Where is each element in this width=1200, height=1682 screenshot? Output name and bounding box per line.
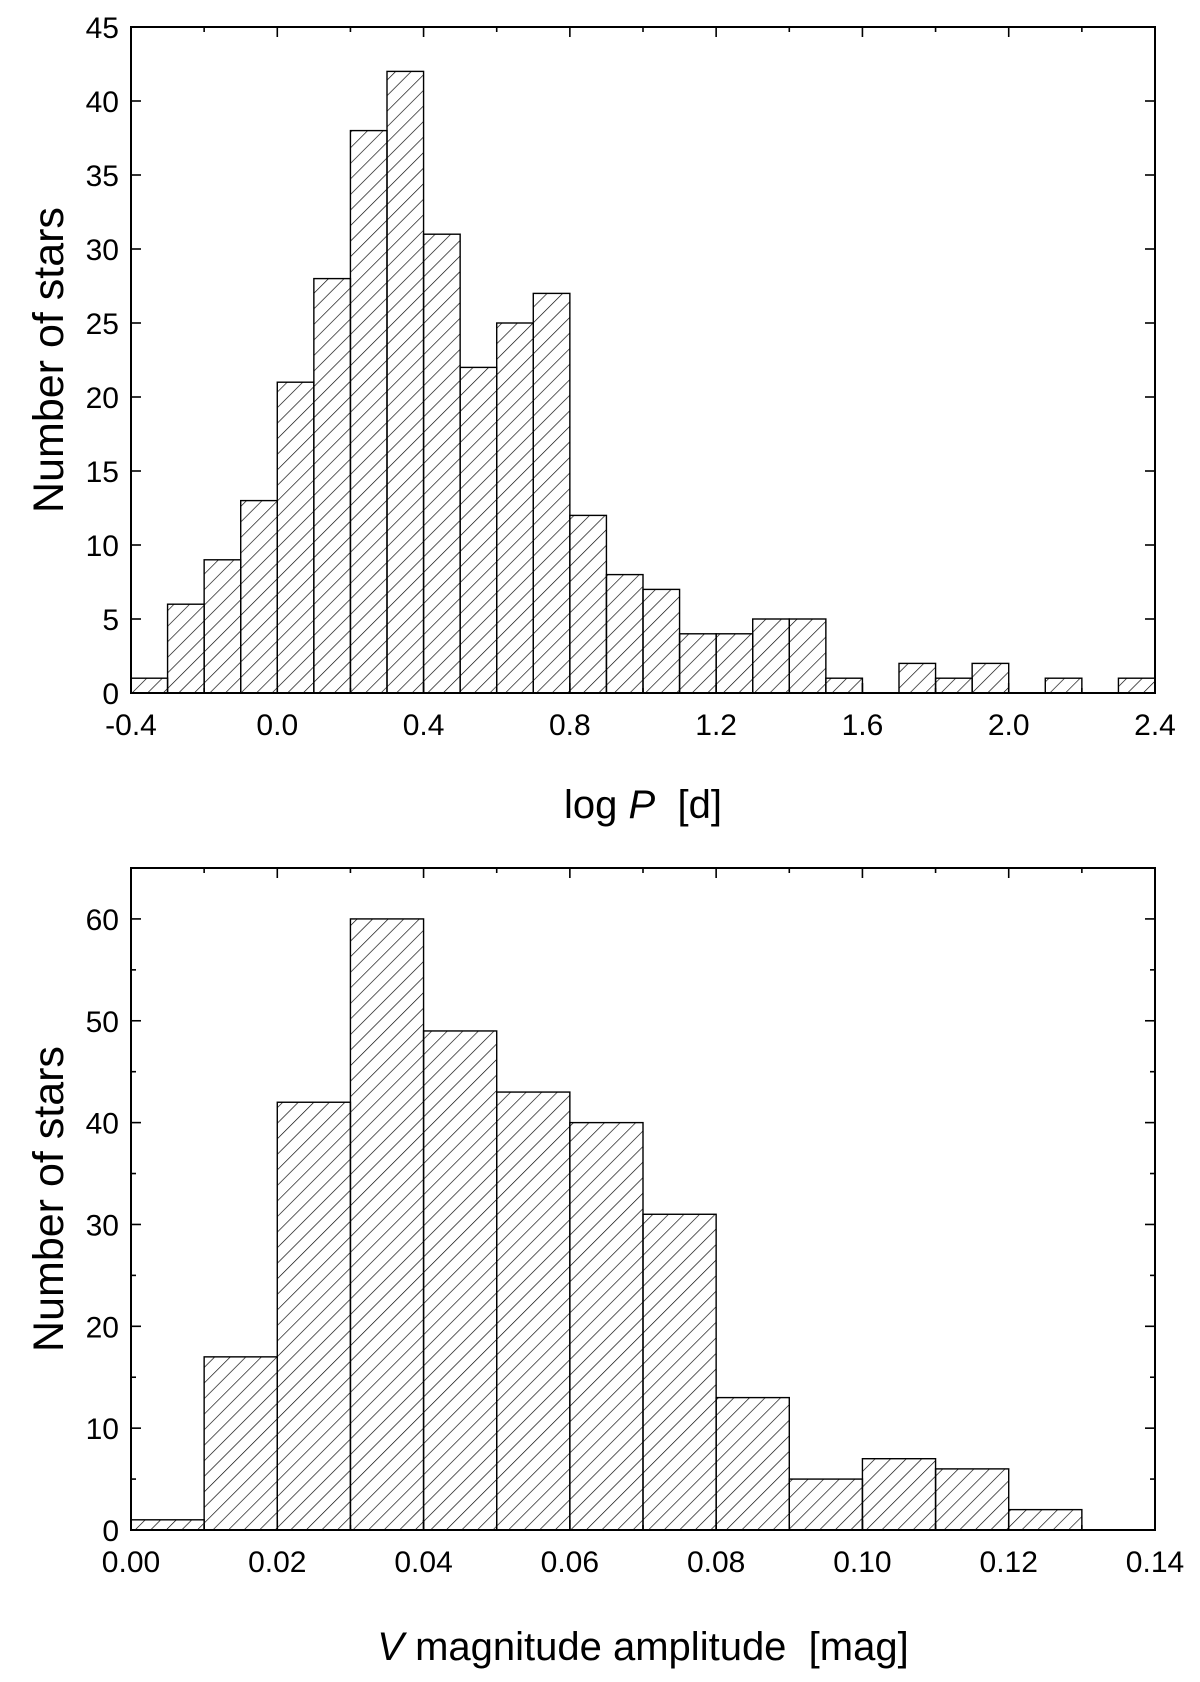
y-tick-label: 35 [86,160,119,193]
y-tick-label: 60 [86,904,119,937]
plot-frame [130,26,1156,694]
x-tick-label: 0.04 [394,1546,452,1579]
x-tick-label: 0.02 [248,1546,306,1579]
y-tick-label: 30 [86,234,119,267]
y-tick-label: 50 [86,1006,119,1039]
x-tick-label: 2.4 [1134,709,1176,742]
histogram-bar [422,1030,498,1531]
histogram-bar [459,366,498,694]
x-axis-label: V magnitude amplitude [mag] [377,1625,908,1669]
x-axis-label: log P [d] [564,783,722,827]
histogram-bar [313,277,352,694]
y-axis-label: Number of stars [25,1046,73,1352]
y-tick-label: 0 [102,678,119,711]
histogram-bar [166,603,205,694]
y-axis-label: Number of stars [25,207,73,513]
x-tick-label: 0.06 [541,1546,599,1579]
histogram-bar [971,662,1010,694]
histogram-bar [642,1213,717,1531]
y-tick-labels: 0 5 10 15 20 25 30 35 40 45 [86,12,119,711]
histogram-bar [422,233,461,694]
histogram-bar [496,1091,571,1531]
x-tick-labels: 0.00 0.02 0.04 0.06 0.08 0.10 0.12 0.14 [102,1546,1184,1579]
y-tick-label: 15 [86,456,119,489]
histogram-bar [1008,1508,1083,1531]
histogram-bar [532,292,571,694]
histogram-bar [642,588,681,694]
x-tick-labels: -0.4 0.0 0.4 0.8 1.2 1.6 2.0 2.4 [105,709,1176,742]
x-tick-label: 1.6 [842,709,884,742]
y-tick-label: 10 [86,530,119,563]
x-tick-label: 0.12 [980,1546,1038,1579]
histogram-bar [203,559,242,694]
x-tick-label: 0.00 [102,1546,160,1579]
chart-period-histogram: -0.4 0.0 0.4 0.8 1.2 1.6 2.0 2.4 0 5 10 15 20 25 30 35… [25,12,1176,827]
y-tick-label: 25 [86,308,119,341]
histogram-bar [240,499,278,694]
histogram-bar [349,918,425,1531]
y-tick-label: 45 [86,12,119,45]
histogram-bar [276,1101,352,1531]
y-tick-label: 10 [86,1413,119,1446]
histogram-bar [715,1396,790,1531]
x-tick-label: 0.8 [549,709,591,742]
histogram-bar [934,677,973,694]
histogram-bar [349,129,388,694]
histogram-bar [130,677,169,694]
histogram-bar [203,1356,278,1531]
histogram-bar [934,1468,1010,1531]
plot-frame [130,867,1156,1531]
x-tick-label: 0.10 [833,1546,891,1579]
histogram-bar [1044,677,1083,694]
x-tick-label: 1.2 [695,709,737,742]
histogram-bar [788,1478,864,1531]
x-tick-label: 0.0 [256,709,298,742]
y-tick-label: 20 [86,382,119,415]
x-tick-label: -0.4 [105,709,157,742]
x-tick-label: 2.0 [988,709,1030,742]
histogram-bar [898,662,937,694]
histogram-bar [678,633,717,694]
histogram-bar [861,1458,937,1531]
y-tick-labels: 0 10 20 30 40 50 60 [86,904,119,1548]
histogram-bar [1117,677,1156,694]
x-tick-label: 0.4 [403,709,445,742]
axis-ticks [130,26,1156,694]
histogram-bar [130,1519,205,1531]
y-tick-label: 40 [86,1108,119,1141]
histogram-bar [386,70,425,694]
y-tick-label: 30 [86,1209,119,1242]
histogram-bar [825,677,864,694]
chart-amplitude-histogram: 0.00 0.02 0.04 0.06 0.08 0.10 0.12 0.14 0 10 20 30… [25,867,1184,1669]
y-tick-label: 5 [102,604,119,637]
histogram-bar [788,618,827,694]
y-tick-label: 0 [102,1515,119,1548]
histogram-bar [496,322,534,694]
x-tick-label: 0.14 [1126,1546,1184,1579]
histogram-bar [715,633,754,694]
histogram-bar [569,514,608,694]
histogram-bar [276,381,315,694]
bars [130,70,1156,694]
x-tick-label: 0.08 [687,1546,745,1579]
histogram-bar [752,618,790,694]
histogram-bar [569,1121,644,1531]
y-tick-label: 20 [86,1311,119,1344]
histogram-bar [605,573,644,694]
y-tick-label: 40 [86,86,119,119]
bars [130,918,1083,1531]
